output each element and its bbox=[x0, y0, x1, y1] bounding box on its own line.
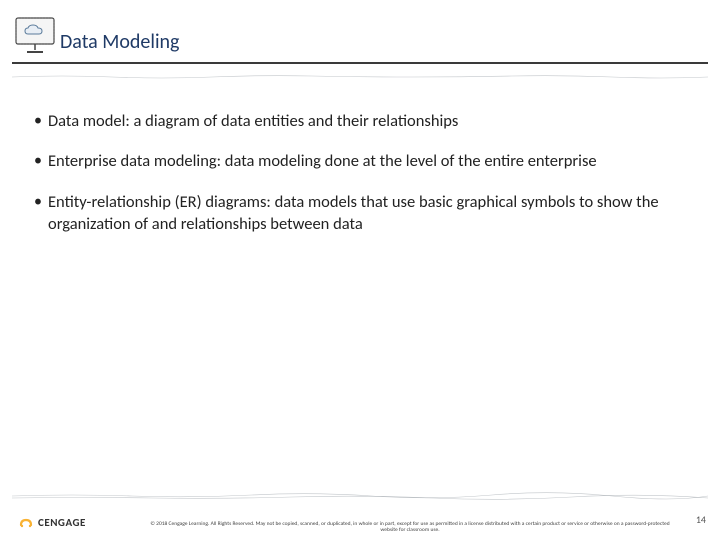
content-area: • Data model: a diagram of data entities… bbox=[34, 110, 690, 253]
bullet-item: • Entity-relationship (ER) diagrams: dat… bbox=[34, 191, 690, 236]
bullet-item: • Data model: a diagram of data entities… bbox=[34, 110, 690, 132]
brand-logo: CENGAGE bbox=[18, 514, 86, 530]
footer: CENGAGE © 2018 Cengage Learning. All Rig… bbox=[0, 486, 720, 540]
monitor-cloud-icon bbox=[14, 16, 56, 61]
copyright-text: © 2018 Cengage Learning. All Rights Rese… bbox=[150, 521, 670, 534]
bullet-item: • Enterprise data modeling: data modelin… bbox=[34, 150, 690, 172]
slide: Data Modeling • Data model: a diagram of… bbox=[0, 0, 720, 540]
brand-text: CENGAGE bbox=[38, 516, 86, 529]
brand-icon bbox=[18, 514, 34, 530]
bullet-dot-icon: • bbox=[34, 110, 48, 132]
bullet-text: Entity-relationship (ER) diagrams: data … bbox=[48, 191, 690, 236]
header: Data Modeling bbox=[0, 0, 720, 68]
header-sketch-line bbox=[12, 66, 708, 72]
footer-sketch-line bbox=[12, 486, 708, 494]
header-underline bbox=[12, 62, 708, 64]
bullet-text: Enterprise data modeling: data modeling … bbox=[48, 150, 597, 172]
page-number: 14 bbox=[696, 513, 706, 526]
bullet-dot-icon: • bbox=[34, 191, 48, 236]
page-title: Data Modeling bbox=[60, 30, 179, 54]
bullet-dot-icon: • bbox=[34, 150, 48, 172]
bullet-text: Data model: a diagram of data entities a… bbox=[48, 110, 458, 132]
